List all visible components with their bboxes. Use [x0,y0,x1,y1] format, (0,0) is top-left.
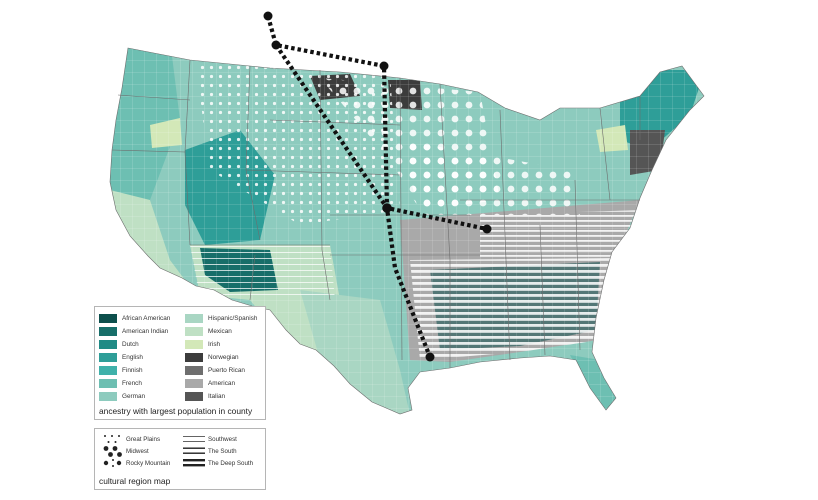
region-legend-right: Southwest The South The Deep South [183,433,253,469]
legend-item-hispanic-spanish: Hispanic/Spanish [185,312,257,325]
legend-item-great-plains: Great Plains [101,433,170,445]
mexican-swatch [185,327,203,336]
legend-item-dutch: Dutch [99,338,170,351]
hispanic-spanish-swatch [185,314,203,323]
legend-item-irish: Irish [185,338,257,351]
legend-item-english: English [99,351,170,364]
legend-item-the-south: The South [183,445,253,457]
route-node [271,40,281,50]
midwest-overlay-east [400,140,580,215]
small-dots-icon [104,435,120,443]
legend-item-norwegian: Norwegian [185,351,257,364]
dutch-swatch [99,340,117,349]
legend-item-american-indian: American Indian [99,325,170,338]
legend-item-midwest: Midwest [101,445,170,457]
thick-lines-icon [183,459,205,467]
ancestry-legend-title: ancestry with largest population in coun… [99,406,253,416]
ancestry-legend: African American American Indian Dutch E… [94,306,266,420]
american-swatch [185,379,203,388]
legend-item-italian: Italian [185,390,257,403]
legend-item-german: German [99,390,170,403]
route-overlay [263,11,492,362]
route-node [382,203,392,213]
mixed-dots-icon [103,459,122,467]
route-node [379,61,389,71]
large-dots-icon [103,446,122,457]
route-node [263,11,273,21]
ancestry-legend-left: African American American Indian Dutch E… [99,312,170,403]
medium-lines-icon [183,447,205,454]
french-swatch [99,379,117,388]
route-node [425,352,435,362]
irish-swatch [185,340,203,349]
southwest-overlay [190,245,335,300]
region-legend-title: cultural region map [99,476,171,486]
ancestry-legend-right: Hispanic/Spanish Mexican Irish Norwegian… [185,312,257,403]
region-legend-left: Great Plains Midwest Rocky Mountain [101,433,170,469]
legend-item-african-american: African American [99,312,170,325]
legend-item-rocky-mountain: Rocky Mountain [101,457,170,469]
legend-item-the-deep-south: The Deep South [183,457,253,469]
puerto-rican-swatch [185,366,203,375]
legend-item-southwest: Southwest [183,433,253,445]
route-line-south [274,43,432,358]
italian-swatch [185,392,203,401]
route-node [482,224,492,234]
route-line-north [265,15,488,232]
german-swatch [99,392,117,401]
the-south-overlay [480,210,645,260]
legend-item-mexican: Mexican [185,325,257,338]
deep-south-overlay [410,258,630,360]
english-swatch [99,353,117,362]
legend-item-american: American [185,377,257,390]
legend-item-puerto-rican: Puerto Rican [185,364,257,377]
legend-item-french: French [99,377,170,390]
finnish-swatch [99,366,117,375]
legend-item-finnish: Finnish [99,364,170,377]
african-american-swatch [99,314,117,323]
american-indian-swatch [99,327,117,336]
thin-lines-icon [183,436,205,442]
cultural-region-legend: Great Plains Midwest Rocky Mountain Sout… [94,428,266,490]
state-borders [109,47,705,415]
norwegian-swatch [185,353,203,362]
